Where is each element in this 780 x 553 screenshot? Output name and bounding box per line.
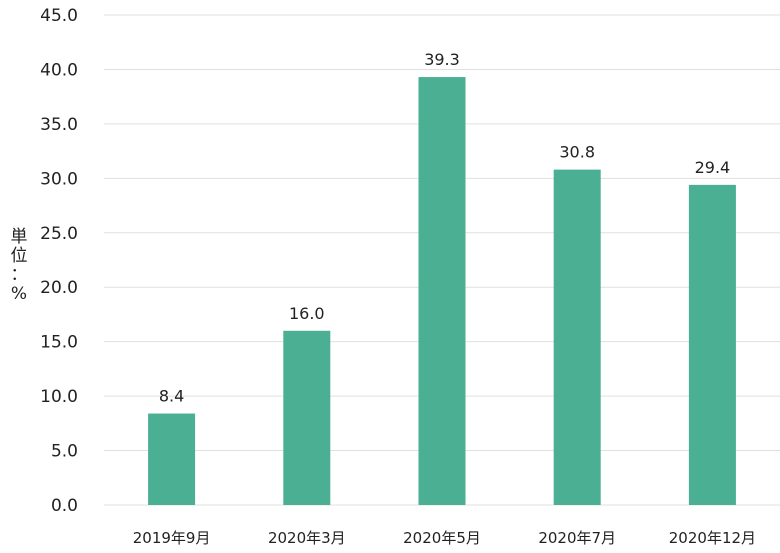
y-tick-label: 45.0 xyxy=(40,6,78,26)
y-tick-label: 25.0 xyxy=(40,224,78,244)
y-tick-label: 0.0 xyxy=(51,496,78,516)
y-axis-label: 単位：% xyxy=(8,228,30,304)
y-tick-label: 40.0 xyxy=(40,60,78,80)
y-tick-label: 15.0 xyxy=(40,333,78,353)
bar xyxy=(553,169,601,505)
data-label: 39.3 xyxy=(424,50,460,69)
data-label: 16.0 xyxy=(289,304,325,323)
bar xyxy=(688,184,736,505)
x-tick-label: 2020年5月 xyxy=(403,529,481,547)
x-tick-label: 2020年3月 xyxy=(268,529,346,547)
y-axis-label-char: 単 xyxy=(10,227,28,247)
y-tick-label: 5.0 xyxy=(51,442,78,462)
y-axis-label-text: 単位：% xyxy=(8,228,30,304)
y-axis-label-char: ： xyxy=(10,265,28,285)
y-tick-label: 20.0 xyxy=(40,278,78,298)
data-label: 8.4 xyxy=(159,387,184,406)
x-tick-label: 2020年7月 xyxy=(538,529,616,547)
data-label: 29.4 xyxy=(695,158,731,177)
bar xyxy=(283,330,331,505)
y-tick-label: 10.0 xyxy=(40,387,78,407)
y-axis-label-char: % xyxy=(10,284,28,304)
x-tick-label: 2019年9月 xyxy=(133,529,211,547)
y-axis-label-char: 位 xyxy=(10,246,28,266)
bar xyxy=(148,413,196,505)
bar xyxy=(418,77,466,506)
y-tick-label: 30.0 xyxy=(40,169,78,189)
x-tick-label: 2020年12月 xyxy=(669,529,756,547)
data-label: 30.8 xyxy=(559,143,595,162)
y-tick-label: 35.0 xyxy=(40,115,78,135)
